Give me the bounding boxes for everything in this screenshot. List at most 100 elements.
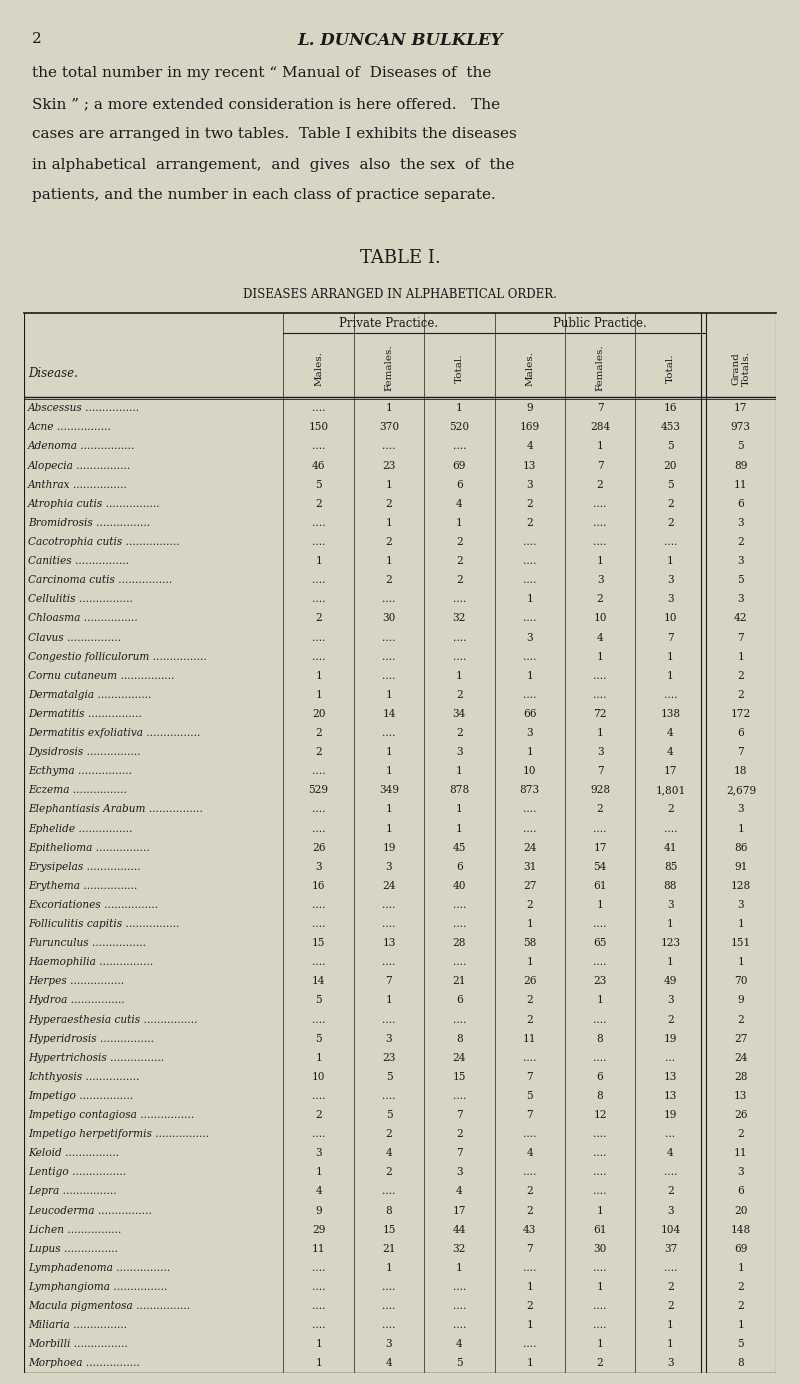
Text: 2: 2 [738, 1282, 744, 1293]
Text: ....: .... [312, 1129, 326, 1139]
Text: 29: 29 [312, 1225, 326, 1235]
Text: 5: 5 [667, 480, 674, 490]
Text: 19: 19 [664, 1110, 677, 1120]
Text: 150: 150 [309, 422, 329, 432]
Text: 42: 42 [734, 613, 747, 623]
Text: 1: 1 [315, 671, 322, 681]
Text: 1: 1 [526, 594, 533, 605]
Text: 2: 2 [386, 498, 392, 509]
Text: 5: 5 [738, 1340, 744, 1349]
Text: 3: 3 [738, 900, 744, 909]
Text: 2: 2 [315, 728, 322, 738]
Text: 10: 10 [664, 613, 678, 623]
Text: 2: 2 [597, 480, 603, 490]
Text: 2: 2 [386, 1129, 392, 1139]
Text: Females.: Females. [595, 345, 605, 392]
Text: Lentigo ................: Lentigo ................ [28, 1167, 126, 1178]
Text: 2: 2 [526, 1205, 533, 1215]
Text: 16: 16 [664, 403, 678, 414]
Text: 2: 2 [526, 498, 533, 509]
Text: Impetigo contagiosa ................: Impetigo contagiosa ................ [28, 1110, 194, 1120]
Text: 2: 2 [597, 1358, 603, 1369]
Text: ....: .... [312, 767, 326, 776]
Text: 1: 1 [667, 1340, 674, 1349]
Text: ....: .... [453, 652, 466, 662]
Text: 1: 1 [315, 1053, 322, 1063]
Text: 2: 2 [315, 747, 322, 757]
Text: 54: 54 [594, 862, 606, 872]
Text: 3: 3 [526, 728, 533, 738]
Text: 89: 89 [734, 461, 747, 471]
Text: 1: 1 [386, 804, 392, 814]
Text: ....: .... [453, 958, 466, 967]
Text: 37: 37 [664, 1244, 677, 1254]
Text: 1: 1 [456, 804, 462, 814]
Text: 123: 123 [660, 938, 681, 948]
Text: 72: 72 [594, 709, 607, 718]
Text: 1: 1 [597, 441, 603, 451]
Text: 3: 3 [667, 995, 674, 1005]
Text: 61: 61 [594, 1225, 607, 1235]
Text: ....: .... [594, 823, 607, 833]
Text: ....: .... [523, 823, 537, 833]
Text: 4: 4 [456, 498, 462, 509]
Text: 3: 3 [456, 747, 462, 757]
Text: ...: ... [666, 1053, 675, 1063]
Text: 5: 5 [667, 441, 674, 451]
Text: the total number in my recent “ Manual of  Diseases of  the: the total number in my recent “ Manual o… [32, 66, 491, 80]
Text: 370: 370 [379, 422, 399, 432]
Text: 24: 24 [523, 843, 537, 853]
Text: 4: 4 [667, 747, 674, 757]
Text: Clavus ................: Clavus ................ [28, 632, 121, 642]
Text: 18: 18 [734, 767, 747, 776]
Text: 26: 26 [734, 1110, 747, 1120]
Text: ....: .... [453, 1320, 466, 1330]
Text: 8: 8 [597, 1091, 603, 1100]
Text: 17: 17 [734, 403, 747, 414]
Text: 1: 1 [738, 1262, 744, 1273]
Text: 1,801: 1,801 [655, 785, 686, 796]
Text: Hyperidrosis ................: Hyperidrosis ................ [28, 1034, 154, 1044]
Text: 2: 2 [526, 1301, 533, 1311]
Text: 15: 15 [382, 1225, 396, 1235]
Text: 1: 1 [315, 1358, 322, 1369]
Text: ....: .... [594, 1014, 607, 1024]
Text: ....: .... [453, 632, 466, 642]
Text: 3: 3 [597, 576, 603, 585]
Text: Bromidrosis ................: Bromidrosis ................ [28, 518, 150, 527]
Text: 28: 28 [734, 1071, 747, 1082]
Text: 2,679: 2,679 [726, 785, 756, 796]
Text: ....: .... [312, 632, 326, 642]
Text: 2: 2 [456, 556, 462, 566]
Text: 8: 8 [597, 1034, 603, 1044]
Text: 1: 1 [526, 1320, 533, 1330]
Text: 1: 1 [667, 556, 674, 566]
Text: Hyperaesthesia cutis ................: Hyperaesthesia cutis ................ [28, 1014, 198, 1024]
Text: 43: 43 [523, 1225, 537, 1235]
Text: 284: 284 [590, 422, 610, 432]
Text: 2: 2 [738, 1129, 744, 1139]
Text: ....: .... [523, 1340, 537, 1349]
Text: 2: 2 [597, 594, 603, 605]
Text: 85: 85 [664, 862, 677, 872]
Text: cases are arranged in two tables.  Table I exhibits the diseases: cases are arranged in two tables. Table … [32, 127, 517, 141]
Text: 1: 1 [386, 403, 392, 414]
Text: ....: .... [523, 652, 537, 662]
Text: 2: 2 [738, 1301, 744, 1311]
Text: 6: 6 [738, 1186, 744, 1196]
Text: 3: 3 [526, 632, 533, 642]
Text: 4: 4 [315, 1186, 322, 1196]
Text: 1: 1 [738, 823, 744, 833]
Text: Abscessus ................: Abscessus ................ [28, 403, 140, 414]
Text: 1: 1 [738, 919, 744, 929]
Text: ....: .... [312, 403, 326, 414]
Text: 3: 3 [667, 900, 674, 909]
Text: 13: 13 [664, 1071, 677, 1082]
Text: 4: 4 [386, 1358, 392, 1369]
Text: ...: ... [666, 1129, 675, 1139]
Text: ....: .... [453, 594, 466, 605]
Text: 11: 11 [312, 1244, 326, 1254]
Text: 3: 3 [738, 1167, 744, 1178]
Text: ....: .... [594, 1262, 607, 1273]
Text: 7: 7 [526, 1110, 533, 1120]
